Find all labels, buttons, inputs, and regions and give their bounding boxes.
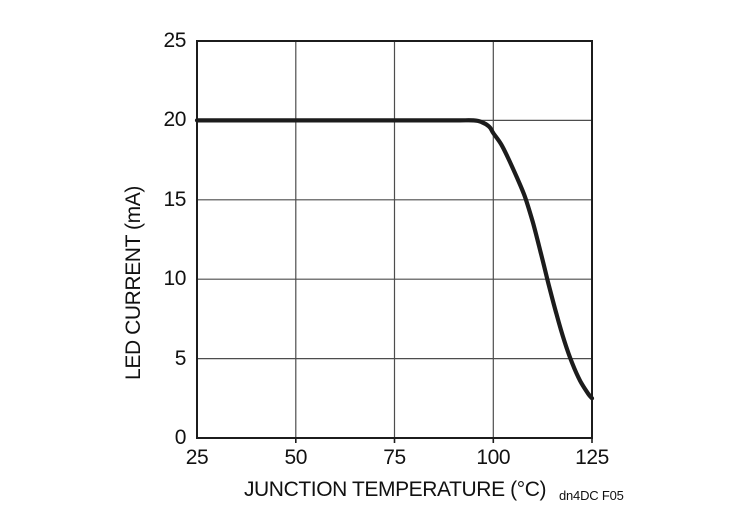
y-tick-label: 25	[163, 29, 186, 52]
x-tick-label: 100	[476, 446, 511, 469]
y-axis-title: LED CURRENT (mA)	[122, 186, 145, 380]
y-tick-label: 15	[163, 187, 186, 211]
x-tick-label: 125	[575, 446, 609, 469]
x-tick-label: 50	[284, 446, 308, 469]
x-tick-label: 25	[185, 446, 209, 469]
data-curve	[194, 118, 595, 401]
y-tick-label: 5	[174, 346, 187, 370]
figure-code-label: dn4DC F05	[559, 488, 624, 503]
x-axis-title: JUNCTION TEMPERATURE (°C)	[243, 478, 547, 501]
x-tick-label: 75	[383, 446, 406, 469]
y-tick-label: 10	[163, 267, 186, 291]
y-tick-label: 20	[163, 108, 186, 132]
y-tick-label: 0	[174, 426, 187, 449]
plot-border	[196, 40, 593, 439]
